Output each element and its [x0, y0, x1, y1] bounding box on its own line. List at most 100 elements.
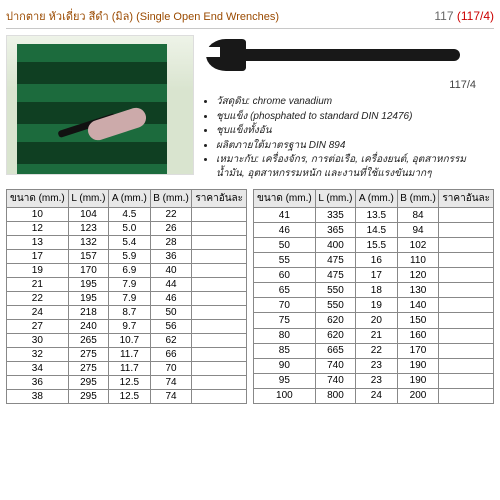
table-cell: 110 [397, 253, 439, 268]
table-cell: 140 [397, 298, 439, 313]
table-cell [439, 328, 494, 343]
table-cell [192, 376, 247, 390]
table-cell: 550 [315, 298, 355, 313]
spec-bullet: ชุบแข็ง (phosphated to standard DIN 1247… [216, 110, 494, 124]
table-cell: 55 [254, 253, 316, 268]
spec-bullet: วัสดุดิบ: chrome vanadium [216, 95, 494, 109]
table-row: 9574023190 [254, 373, 494, 388]
table-cell: 11.7 [109, 348, 150, 362]
spec-table-right: ขนาด (mm.)L (mm.)A (mm.)B (mm.)ราคาอันละ… [253, 189, 494, 404]
table-cell: 160 [397, 328, 439, 343]
table-cell [192, 250, 247, 264]
table-row: 211957.944 [7, 278, 247, 292]
table-cell: 23 [356, 358, 397, 373]
table-cell [192, 306, 247, 320]
table-row: 10080024200 [254, 388, 494, 403]
table-cell: 21 [7, 278, 69, 292]
table-cell [192, 222, 247, 236]
col-header: L (mm.) [315, 190, 355, 208]
table-row: 9074023190 [254, 358, 494, 373]
table-cell: 170 [397, 343, 439, 358]
table-cell: 36 [150, 250, 192, 264]
table-row: 272409.756 [7, 320, 247, 334]
table-row: 6555018130 [254, 283, 494, 298]
table-cell [192, 348, 247, 362]
table-cell: 40 [150, 264, 192, 278]
table-cell [439, 223, 494, 238]
spec-bullet: ชุบแข็งทั้งอัน [216, 124, 494, 138]
table-cell: 30 [7, 334, 69, 348]
table-cell: 60 [254, 268, 316, 283]
table-cell: 14.5 [356, 223, 397, 238]
spec-tables: ขนาด (mm.)L (mm.)A (mm.)B (mm.)ราคาอันละ… [6, 189, 494, 404]
table-cell: 20 [356, 313, 397, 328]
table-cell [439, 313, 494, 328]
col-header: ขนาด (mm.) [254, 190, 316, 208]
table-cell: 190 [397, 358, 439, 373]
table-cell: 36 [7, 376, 69, 390]
table-cell: 475 [315, 268, 355, 283]
table-cell [439, 358, 494, 373]
table-cell: 365 [315, 223, 355, 238]
product-info: 117/4 วัสดุดิบ: chrome vanadiumชุบแข็ง (… [200, 35, 494, 181]
table-cell: 84 [397, 208, 439, 223]
spec-bullet: ผลิตภายใต้มาตรฐาน DIN 894 [216, 139, 494, 153]
table-cell: 295 [68, 390, 108, 404]
table-cell: 200 [397, 388, 439, 403]
table-cell: 13.5 [356, 208, 397, 223]
table-cell: 275 [68, 348, 108, 362]
table-cell: 56 [150, 320, 192, 334]
table-cell: 23 [356, 373, 397, 388]
table-cell: 95 [254, 373, 316, 388]
table-cell [192, 334, 247, 348]
table-cell: 32 [7, 348, 69, 362]
table-cell: 46 [150, 292, 192, 306]
table-cell: 9.7 [109, 320, 150, 334]
table-cell [192, 292, 247, 306]
spec-bullet: เหมาะกับ: เครื่องจักร, การต่อเรือ, เครื่… [216, 153, 494, 180]
table-cell [439, 208, 494, 223]
table-cell: 150 [397, 313, 439, 328]
title-en: (Single Open End Wrenches) [136, 11, 279, 23]
table-row: 6047517120 [254, 268, 494, 283]
table-cell: 8.7 [109, 306, 150, 320]
spec-table-left: ขนาด (mm.)L (mm.)A (mm.)B (mm.)ราคาอันละ… [6, 189, 247, 404]
table-row: 191706.940 [7, 264, 247, 278]
table-cell: 195 [68, 278, 108, 292]
table-cell [192, 362, 247, 376]
table-cell: 100 [254, 388, 316, 403]
table-cell [192, 278, 247, 292]
table-cell: 7.9 [109, 278, 150, 292]
table-row: 131325.428 [7, 236, 247, 250]
table-cell: 50 [150, 306, 192, 320]
table-cell: 44 [150, 278, 192, 292]
col-header: ขนาด (mm.) [7, 190, 69, 208]
table-cell: 75 [254, 313, 316, 328]
table-cell: 550 [315, 283, 355, 298]
table-cell: 665 [315, 343, 355, 358]
table-cell: 70 [150, 362, 192, 376]
table-cell: 10 [7, 208, 69, 222]
table-cell: 22 [7, 292, 69, 306]
table-cell: 295 [68, 376, 108, 390]
table-cell: 12.5 [109, 376, 150, 390]
table-cell: 130 [397, 283, 439, 298]
table-row: 242188.750 [7, 306, 247, 320]
table-cell: 620 [315, 313, 355, 328]
table-cell: 11.7 [109, 362, 150, 376]
table-cell: 10.7 [109, 334, 150, 348]
table-cell [192, 208, 247, 222]
table-cell: 475 [315, 253, 355, 268]
table-cell: 104 [68, 208, 108, 222]
table-cell: 218 [68, 306, 108, 320]
code-variant: (117/4) [457, 9, 494, 23]
table-cell: 70 [254, 298, 316, 313]
spec-bullets: วัสดุดิบ: chrome vanadiumชุบแข็ง (phosph… [200, 95, 494, 180]
table-cell: 17 [356, 268, 397, 283]
table-cell: 265 [68, 334, 108, 348]
table-cell: 740 [315, 373, 355, 388]
table-cell: 21 [356, 328, 397, 343]
col-header: ราคาอันละ [192, 190, 247, 208]
table-cell: 5.9 [109, 250, 150, 264]
table-cell: 6.9 [109, 264, 150, 278]
